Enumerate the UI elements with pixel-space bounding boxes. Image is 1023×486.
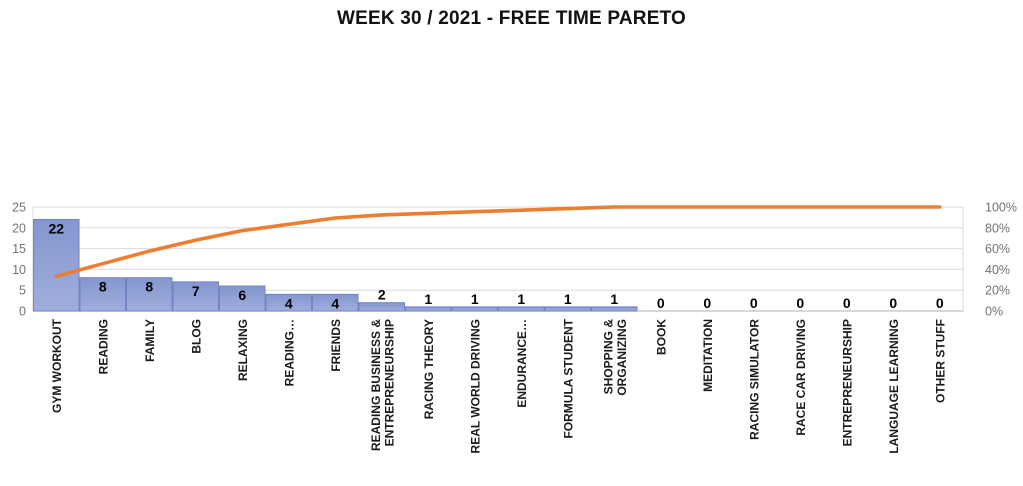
value-axis-tick-label: 0 xyxy=(19,305,26,319)
bar[interactable] xyxy=(358,302,405,312)
bar-data-label: 4 xyxy=(331,295,339,311)
cumulative-line[interactable] xyxy=(54,205,942,279)
bar-data-label: 0 xyxy=(703,295,711,311)
category-label: BOOK xyxy=(654,319,668,355)
bar-data-label: 1 xyxy=(517,291,525,307)
bar-data-label: 0 xyxy=(657,295,665,311)
percent-axis-tick-label: 20% xyxy=(985,284,1010,298)
bar-data-label: 0 xyxy=(843,295,851,311)
category-label: RACING SIMULATOR xyxy=(747,319,761,440)
bar[interactable] xyxy=(312,293,359,312)
percent-axis-tick-label: 80% xyxy=(985,221,1010,235)
bar-data-label: 7 xyxy=(192,283,200,299)
category-label: RACE CAR DRIVING xyxy=(794,319,808,436)
category-label: FRIENDS xyxy=(329,319,343,372)
bar[interactable] xyxy=(219,285,266,312)
category-label: OTHER STUFF xyxy=(933,319,947,403)
bar-data-label: 1 xyxy=(610,291,618,307)
category-label: GYM WORKOUT xyxy=(50,318,64,413)
category-label: READING xyxy=(96,319,110,374)
category-label-line: READING BUSINESS & xyxy=(369,319,383,451)
category-label: REAL WORLD DRIVING xyxy=(468,319,482,453)
bar-data-label: 0 xyxy=(796,295,804,311)
category-label-line: ENTREPRENEURSHIP xyxy=(382,319,396,446)
bar-data-label: 0 xyxy=(936,295,944,311)
bar-data-label: 0 xyxy=(750,295,758,311)
bar-data-label: 4 xyxy=(285,295,293,311)
category-label: READING… xyxy=(282,319,296,386)
category-label: MEDITATION xyxy=(701,319,715,392)
chart-title: WEEK 30 / 2021 - FREE TIME PARETO xyxy=(336,8,687,29)
bar-data-label: 8 xyxy=(99,279,107,295)
category-axis-labels: GYM WORKOUT READING FAMILY BLOG RELAXING READ… xyxy=(50,318,948,453)
bar[interactable] xyxy=(498,306,545,312)
bar-data-label: 6 xyxy=(238,287,246,303)
bar-data-label: 1 xyxy=(564,291,572,307)
percent-axis-tick-label: 60% xyxy=(985,242,1010,256)
bar-data-label: 8 xyxy=(145,279,153,295)
percent-axis-tick-label: 100% xyxy=(985,201,1017,215)
bar-data-label: 22 xyxy=(48,220,64,236)
category-label: FORMULA STUDENT xyxy=(561,318,575,438)
category-label: FAMILY xyxy=(143,319,157,362)
value-axis-labels: 0 5 10 15 20 25 xyxy=(12,201,26,319)
value-axis-tick-label: 5 xyxy=(19,284,26,298)
bar[interactable] xyxy=(33,218,80,312)
bar-data-label: 1 xyxy=(471,291,479,307)
bar[interactable] xyxy=(79,277,126,312)
bar-data-label: 0 xyxy=(889,295,897,311)
value-axis-tick-label: 20 xyxy=(12,221,26,235)
category-label-line: ORGANIZING xyxy=(615,319,629,396)
category-label: ENTREPRENEURSHIP xyxy=(840,319,854,446)
bar[interactable] xyxy=(126,277,173,312)
bar[interactable] xyxy=(591,306,638,312)
value-axis-tick-label: 25 xyxy=(12,201,26,215)
category-label-line: SHOPPING & xyxy=(601,319,615,395)
percent-axis-tick-label: 0% xyxy=(985,305,1003,319)
bar[interactable] xyxy=(544,306,591,312)
bar-data-label: 2 xyxy=(378,287,386,303)
category-label: RACING THEORY xyxy=(422,319,436,419)
bar[interactable] xyxy=(405,306,452,312)
bar[interactable] xyxy=(451,306,498,312)
percent-axis-tick-label: 40% xyxy=(985,263,1010,277)
bar-data-label: 1 xyxy=(424,291,432,307)
bar[interactable] xyxy=(265,293,312,312)
data-labels: 22 8 8 7 6 4 4 2 1 1 1 1 1 0 0 0 0 0 0 0 xyxy=(48,220,943,311)
category-label: BLOG xyxy=(189,319,203,354)
category-label: ENDURANCE… xyxy=(515,319,529,408)
value-axis-tick-label: 15 xyxy=(12,242,26,256)
value-axis-tick-label: 10 xyxy=(12,263,26,277)
bar[interactable] xyxy=(172,281,219,312)
bar-series xyxy=(33,218,638,312)
category-label: LANGUAGE LEARNING xyxy=(887,319,901,454)
percent-axis-labels: 0% 20% 40% 60% 80% 100% xyxy=(985,201,1017,319)
category-label: RELAXING xyxy=(236,319,250,381)
